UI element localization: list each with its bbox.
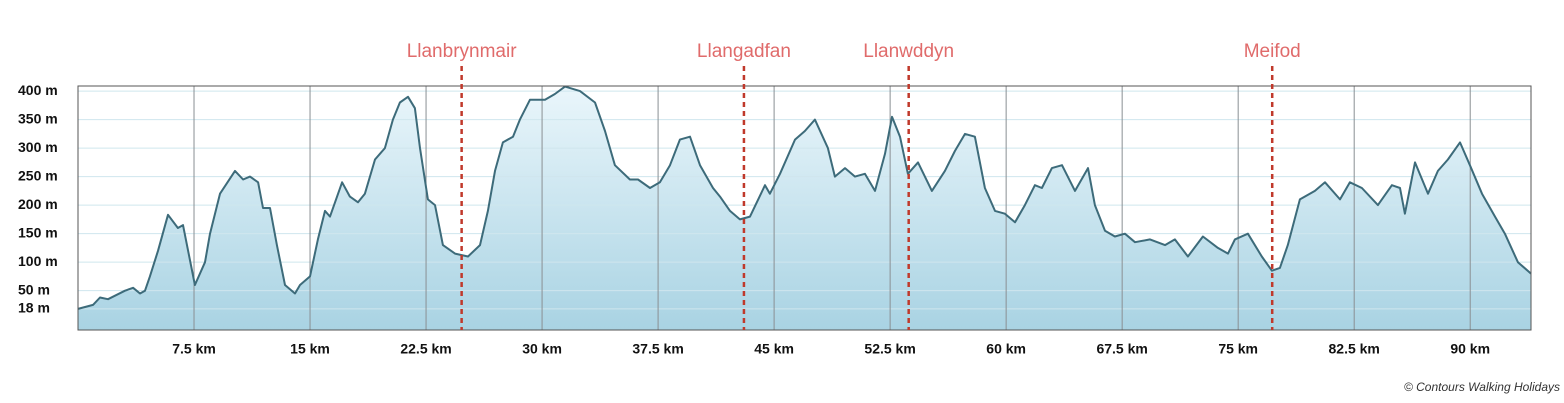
x-tick-label: 45 km: [754, 341, 794, 357]
y-tick-label: 350 m: [18, 110, 58, 126]
area-fill: [78, 86, 1531, 330]
x-tick-label: 22.5 km: [400, 341, 451, 357]
town-label: Llangadfan: [697, 41, 791, 62]
x-tick-label: 67.5 km: [1096, 341, 1147, 357]
elevation-line: [77, 85, 1532, 310]
x-tick-label: 7.5 km: [172, 341, 216, 357]
x-tick-label: 52.5 km: [864, 341, 915, 357]
y-tick-label: 200 m: [18, 196, 58, 212]
y-tick-label: 18 m: [18, 300, 50, 316]
town-label: Meifod: [1244, 41, 1301, 62]
town-label: Llanwddyn: [863, 41, 954, 62]
x-tick-label: 30 km: [522, 341, 562, 357]
credit: © Contours Walking Holidays: [1404, 380, 1560, 394]
town-label: Llanbrynmair: [407, 41, 517, 62]
x-tick-label: 90 km: [1450, 341, 1490, 357]
y-tick-label: 100 m: [18, 253, 58, 269]
y-tick-label: 250 m: [18, 167, 58, 183]
x-tick-label: 15 km: [290, 341, 330, 357]
y-tick-label: 50 m: [18, 281, 50, 297]
x-tick-label: 37.5 km: [632, 341, 683, 357]
x-tick-label: 82.5 km: [1329, 341, 1380, 357]
y-tick-label: 300 m: [18, 139, 58, 155]
x-tick-label: 60 km: [986, 341, 1026, 357]
x-tick-label: 75 km: [1218, 341, 1258, 357]
y-tick-label: 400 m: [18, 82, 58, 98]
plot-border: [77, 85, 1532, 331]
y-tick-label: 150 m: [18, 224, 58, 240]
